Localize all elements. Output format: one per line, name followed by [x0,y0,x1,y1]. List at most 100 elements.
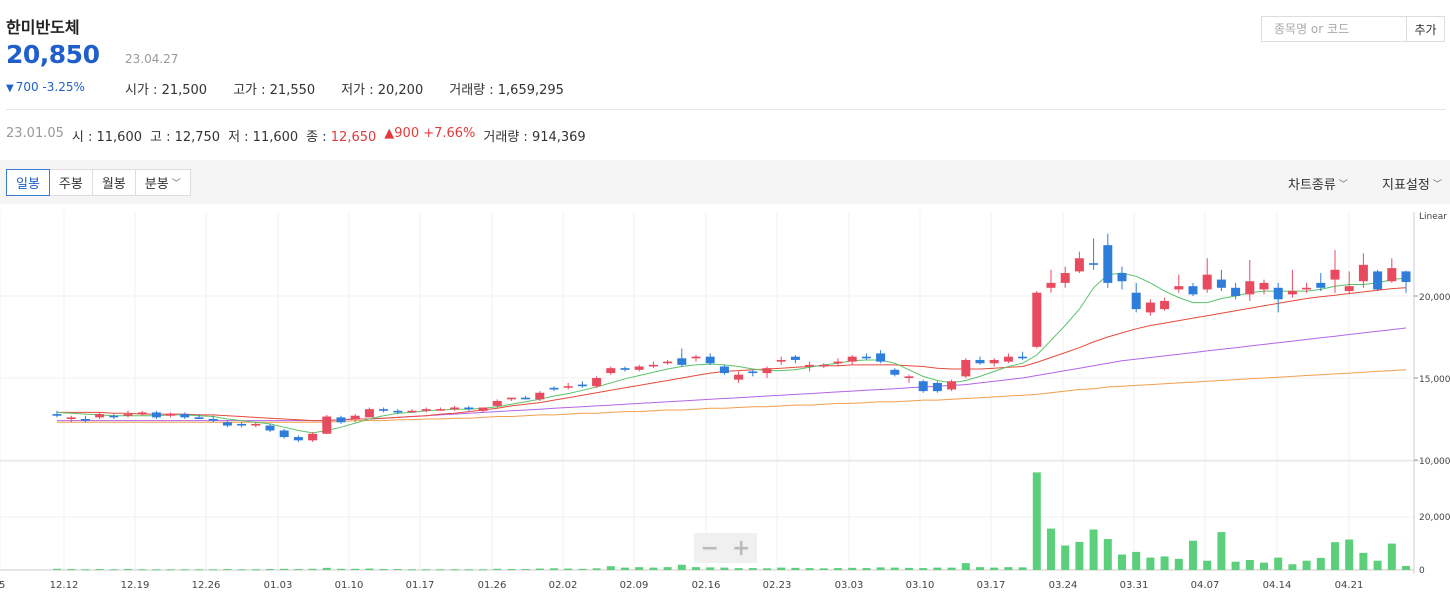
candle-body [592,378,602,387]
volume-bar [124,569,132,571]
volume-bar [53,568,61,570]
candle-body [407,410,417,413]
candle-body [677,358,687,365]
candle-body [776,359,786,362]
x-tick-label: 02.02 [549,580,578,591]
candle-body [932,382,942,392]
candle-body [1018,356,1028,359]
tab-monthly[interactable]: 월봉 [92,169,136,196]
candle-body [606,368,616,374]
candle-body [322,416,332,434]
hover-close-value: 12,650 [330,130,377,145]
chart-type-dropdown[interactable]: 차트종류 ﹀ [1288,174,1348,193]
stat-value: 20,200 [377,83,424,98]
hover-open: 시 : 11,600 [71,130,142,145]
stat-label: 저가 : [341,83,378,98]
volume-bar [1089,529,1098,570]
volume-bar [521,569,530,571]
candle-body [123,414,133,416]
price-change: ▼ 700 -3.25% [6,80,85,94]
candle-body [762,368,772,374]
search-input[interactable] [1262,17,1406,41]
candle-body [1231,287,1241,296]
tab-minute[interactable]: 분봉 ﹀ [135,169,191,196]
volume-bar [862,568,871,570]
volume-bar [550,568,558,570]
hover-high: 고 : 12,750 [149,130,221,145]
chevron-down-icon: ﹀ [171,179,181,189]
candle-body [1245,281,1255,295]
volume-bar [834,568,842,570]
stat-low: 저가 : 20,200 [341,79,423,98]
candle-body [577,384,587,387]
zoom-out-button[interactable]: − [700,535,719,561]
ma60-line [57,327,1407,422]
tab-weekly[interactable]: 주봉 [49,169,93,196]
tab-daily[interactable]: 일봉 [6,169,50,196]
add-button[interactable]: 추가 [1406,17,1444,41]
candle-body [180,414,190,418]
candle-body [1287,291,1297,295]
volume-bar [422,569,431,571]
candle-body [1387,268,1397,282]
y-tick-label: 20,000 [1419,293,1450,303]
volume-bar [322,567,331,570]
volume-tick-label: 20,000, [1419,513,1450,523]
ma20-line [57,287,1407,422]
volume-bar [919,568,928,570]
volume-bar [1331,542,1339,570]
hover-change: ▲900 +7.66% [384,126,476,141]
volume-bar [479,569,487,571]
candle-body [947,381,957,390]
volume-bar [961,563,970,570]
down-arrow-icon: ▼ [6,83,14,94]
candle-body [989,359,999,364]
candle-body [876,353,886,362]
candle-body [1302,287,1312,290]
x-tick-label: 02.16 [692,580,721,591]
volume-bar [706,567,715,570]
volume-bar [351,568,360,570]
candle-body [663,361,673,364]
volume-bar [677,564,686,570]
ma120-line [57,369,1407,423]
candle-body [563,386,573,388]
candle-body [734,374,744,380]
volume-tick-label: 0 [1419,566,1425,576]
volume-bar [450,569,459,571]
candle-body [719,366,729,374]
candle-body [450,407,460,410]
hover-close-label: 종 : [306,130,331,145]
candle-body [166,414,176,416]
stock-chart[interactable]: Linear 20,000 15,000 10,000 20,000, 0 05 12.12 1… [0,204,1450,595]
volume-bar [507,569,516,571]
volume-bar [905,567,913,570]
x-tick-label: 02.23 [763,580,792,591]
volume-bar [791,567,800,570]
volume-bar [535,568,544,570]
volume-bar [294,569,303,571]
candle-body [691,356,701,359]
scale-label: Linear [1419,212,1447,222]
volume-bar [223,569,232,571]
candle-body [1117,273,1127,282]
volume-bar [1189,540,1197,570]
volume-bar [1359,552,1368,570]
header-divider [6,109,1446,110]
candle-body [379,409,389,411]
volume-bar [1075,541,1084,570]
candle-body [1145,302,1155,313]
candle-body [975,359,985,364]
indicator-settings-dropdown[interactable]: 지표설정 ﹀ [1382,174,1442,193]
stat-high: 고가 : 21,550 [233,79,315,98]
zoom-in-button[interactable]: + [732,535,751,561]
hover-date: 23.01.05 [6,126,64,141]
candle-body [506,397,516,400]
candle-body [308,433,318,441]
hover-info: 23.01.05 시 : 11,600 고 : 12,750 저 : 11,60… [6,126,586,145]
candle-body [1131,292,1141,310]
volume-bar [251,569,260,571]
volume-bar [237,569,246,571]
volume-bar [280,568,289,570]
chart-svg[interactable]: Linear 20,000 15,000 10,000 20,000, 0 05 12.12 1… [0,204,1450,595]
